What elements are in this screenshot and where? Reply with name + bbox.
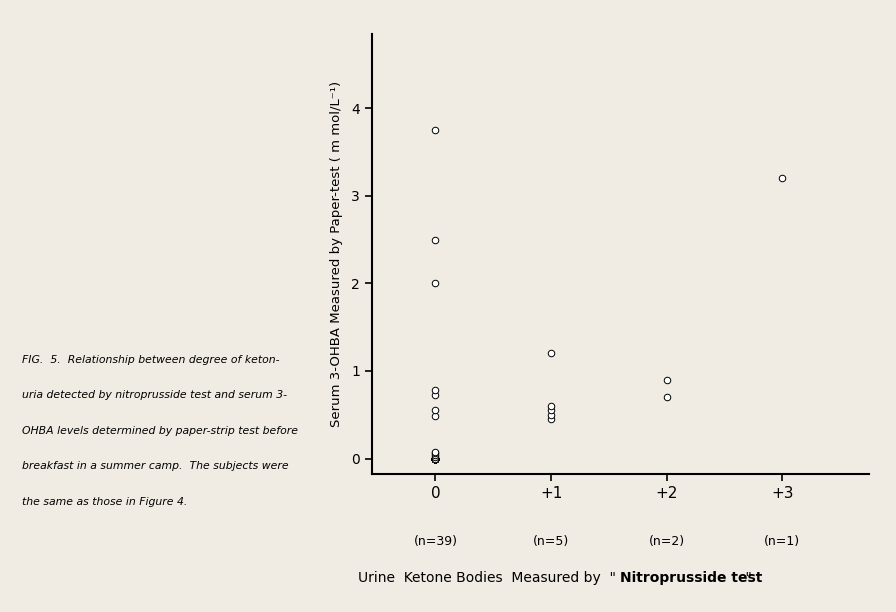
Point (544, 410, 558, 420)
Text: FIG.  5.  Relationship between degree of keton-: FIG. 5. Relationship between degree of k… (22, 355, 280, 365)
Point (544, 414, 558, 424)
Point (428, 278, 443, 288)
Text: (n=2): (n=2) (649, 535, 685, 548)
Text: (n=39): (n=39) (413, 535, 458, 548)
Point (428, 453, 443, 463)
Point (428, 449, 443, 458)
Point (428, 453, 443, 463)
Point (428, 453, 443, 463)
Point (544, 401, 558, 411)
Point (428, 453, 443, 463)
Point (428, 412, 443, 422)
Point (428, 453, 443, 463)
Point (428, 453, 443, 463)
Point (428, 234, 443, 244)
Point (428, 453, 443, 463)
Point (428, 453, 443, 463)
Point (428, 453, 443, 463)
Point (428, 453, 443, 463)
Point (428, 453, 443, 463)
Text: uria detected by nitroprusside test and serum 3-: uria detected by nitroprusside test and … (22, 390, 288, 400)
Point (428, 453, 443, 463)
Point (428, 453, 443, 463)
Point (428, 453, 443, 463)
Point (428, 453, 443, 463)
Text: (n=5): (n=5) (533, 535, 569, 548)
Point (428, 125, 443, 135)
Point (428, 453, 443, 463)
Text: ": " (742, 572, 753, 585)
Point (428, 453, 443, 463)
Point (544, 348, 558, 358)
Point (428, 453, 443, 463)
Point (428, 453, 443, 463)
Point (428, 453, 443, 463)
Point (428, 453, 443, 463)
Point (428, 453, 443, 463)
Text: (n=1): (n=1) (764, 535, 800, 548)
Text: Nitroprusside test: Nitroprusside test (621, 572, 762, 585)
Point (428, 406, 443, 416)
Point (428, 386, 443, 395)
Point (775, 173, 789, 183)
Y-axis label: Serum 3-OHBA Measured by Paper-test ( m mol/L⁻¹): Serum 3-OHBA Measured by Paper-test ( m … (330, 81, 343, 427)
Point (428, 453, 443, 463)
Point (428, 453, 443, 463)
Text: OHBA levels determined by paper-strip test before: OHBA levels determined by paper-strip te… (22, 426, 298, 436)
Point (428, 453, 443, 463)
Point (428, 453, 443, 463)
Point (544, 406, 558, 416)
Point (428, 450, 443, 460)
Point (428, 453, 443, 463)
Point (428, 390, 443, 400)
Point (428, 453, 443, 463)
Text: the same as those in Figure 4.: the same as those in Figure 4. (22, 497, 188, 507)
Point (428, 453, 443, 463)
Point (428, 453, 443, 463)
Point (659, 375, 674, 384)
Text: Urine  Ketone Bodies  Measured by  ": Urine Ketone Bodies Measured by " (358, 572, 621, 585)
Point (428, 452, 443, 461)
Point (428, 453, 443, 463)
Point (659, 392, 674, 402)
Point (428, 453, 443, 463)
Text: breakfast in a summer camp.  The subjects were: breakfast in a summer camp. The subjects… (22, 461, 289, 471)
Point (428, 447, 443, 457)
